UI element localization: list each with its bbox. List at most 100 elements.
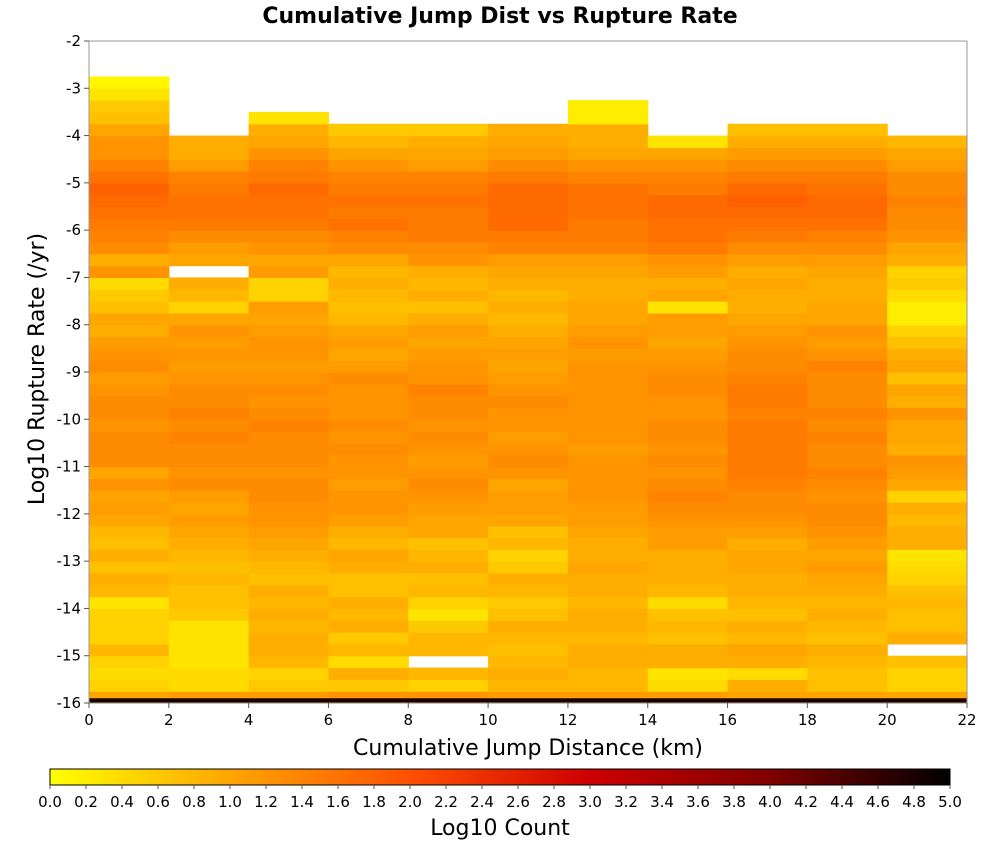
heatmap-cell [408, 407, 489, 420]
colorbar-tick-label: 0.0 [38, 793, 62, 811]
heatmap-cell [168, 513, 250, 527]
heatmap-cell [807, 454, 888, 468]
heatmap-cell [567, 241, 649, 255]
heatmap-cell [727, 383, 808, 397]
heatmap-cell [168, 454, 250, 468]
heatmap-cell [727, 301, 808, 314]
heatmap-cell [727, 584, 808, 598]
heatmap-cell [567, 466, 649, 479]
heatmap-cell [408, 643, 489, 657]
x-axis: 0 2 4 6 8 10 12 14 16 18 20 22 [84, 703, 977, 729]
heatmap-cell [328, 395, 409, 409]
heatmap-cell [647, 679, 729, 692]
heatmap-cell [168, 608, 250, 621]
heatmap-cell [89, 525, 170, 539]
heatmap-cell [488, 620, 569, 633]
y-tick-label: -11 [57, 458, 82, 476]
heatmap-cell [647, 561, 729, 574]
heatmap-cell [248, 372, 330, 385]
heatmap-cell [727, 561, 808, 574]
heatmap-cell [248, 336, 330, 349]
heatmap-cell [647, 336, 729, 349]
heatmap-cell [89, 442, 170, 456]
heatmap-cell [887, 632, 968, 645]
colorbar-tick-label: 3.6 [686, 793, 710, 811]
x-tick-label: 6 [324, 711, 334, 729]
heatmap-cell [328, 159, 409, 172]
heatmap-cell [647, 502, 729, 515]
heatmap-cell [567, 277, 649, 290]
heatmap-cell [328, 537, 409, 550]
heatmap-cell [328, 230, 409, 243]
colorbar-tick-label: 3.4 [650, 793, 674, 811]
heatmap-cell [567, 289, 649, 302]
heatmap-cell [89, 537, 170, 550]
heatmap-cell [567, 584, 649, 598]
heatmap-cell [168, 372, 250, 385]
heatmap-cell [168, 383, 250, 397]
heatmap-cell [488, 277, 569, 290]
heatmap-cell [408, 596, 489, 610]
heatmap-cell [328, 147, 409, 160]
heatmap-cell [248, 395, 330, 409]
colorbar-tick-label: 3.0 [578, 793, 602, 811]
heatmap-cell [647, 431, 729, 444]
heatmap-cell [328, 135, 409, 148]
heatmap-cell [727, 431, 808, 444]
heatmap-cell [248, 277, 330, 290]
heatmap-cell [248, 596, 330, 610]
heatmap-cell [168, 643, 250, 657]
heatmap-cell [408, 324, 489, 338]
colorbar-axis: 0.0 0.2 0.4 0.6 0.8 1.0 1.2 1.4 1.6 1.8 2.0 2.2 2.4 2… [38, 785, 962, 811]
heatmap-cell [248, 383, 330, 397]
heatmap-cell [168, 561, 250, 574]
heatmap-cell [408, 466, 489, 479]
heatmap-cell [727, 241, 808, 255]
heatmap-cell [727, 324, 808, 338]
heatmap-cell [647, 230, 729, 243]
heatmap-cell [727, 655, 808, 669]
heatmap-cell [807, 525, 888, 539]
heatmap-cell [567, 643, 649, 657]
heatmap-cell [328, 277, 409, 290]
heatmap-cell [328, 513, 409, 527]
heatmap-cell [408, 159, 489, 172]
heatmap-cell [807, 147, 888, 160]
heatmap-cell [89, 171, 170, 184]
heatmap-cell [647, 135, 729, 148]
heatmap-cell [887, 277, 968, 290]
heatmap-cell [647, 218, 729, 231]
heatmap-cell [567, 478, 649, 491]
heatmap-cell [248, 265, 330, 279]
x-tick-label: 22 [957, 711, 976, 729]
heatmap-cell [727, 419, 808, 432]
heatmap-cell [89, 194, 170, 208]
heatmap-cell [488, 632, 569, 645]
heatmap-cell [89, 182, 170, 196]
heatmap-cell [887, 667, 968, 680]
heatmap-cell [328, 324, 409, 338]
heatmap-cell [727, 632, 808, 645]
heatmap-cell [168, 348, 250, 361]
heatmap-cell [248, 643, 330, 657]
heatmap-cell [567, 620, 649, 633]
heatmap-cell [567, 206, 649, 219]
heatmap-cell [328, 372, 409, 385]
heatmap-cell [887, 253, 968, 267]
x-tick-label: 14 [638, 711, 657, 729]
heatmap-cell [168, 537, 250, 550]
heatmap-cell [408, 241, 489, 255]
heatmap-cell [647, 206, 729, 219]
heatmap-cell [887, 478, 968, 491]
heatmap-cell [248, 549, 330, 562]
heatmap-cell [887, 549, 968, 562]
heatmap-cell [567, 360, 649, 373]
heatmap-cell [887, 182, 968, 196]
heatmap-cell [807, 419, 888, 432]
heatmap-cell [89, 596, 170, 610]
heatmap-cell [89, 348, 170, 361]
heatmap-cell [887, 289, 968, 302]
heatmap-cell [168, 135, 250, 148]
heatmap-cell [567, 111, 649, 125]
